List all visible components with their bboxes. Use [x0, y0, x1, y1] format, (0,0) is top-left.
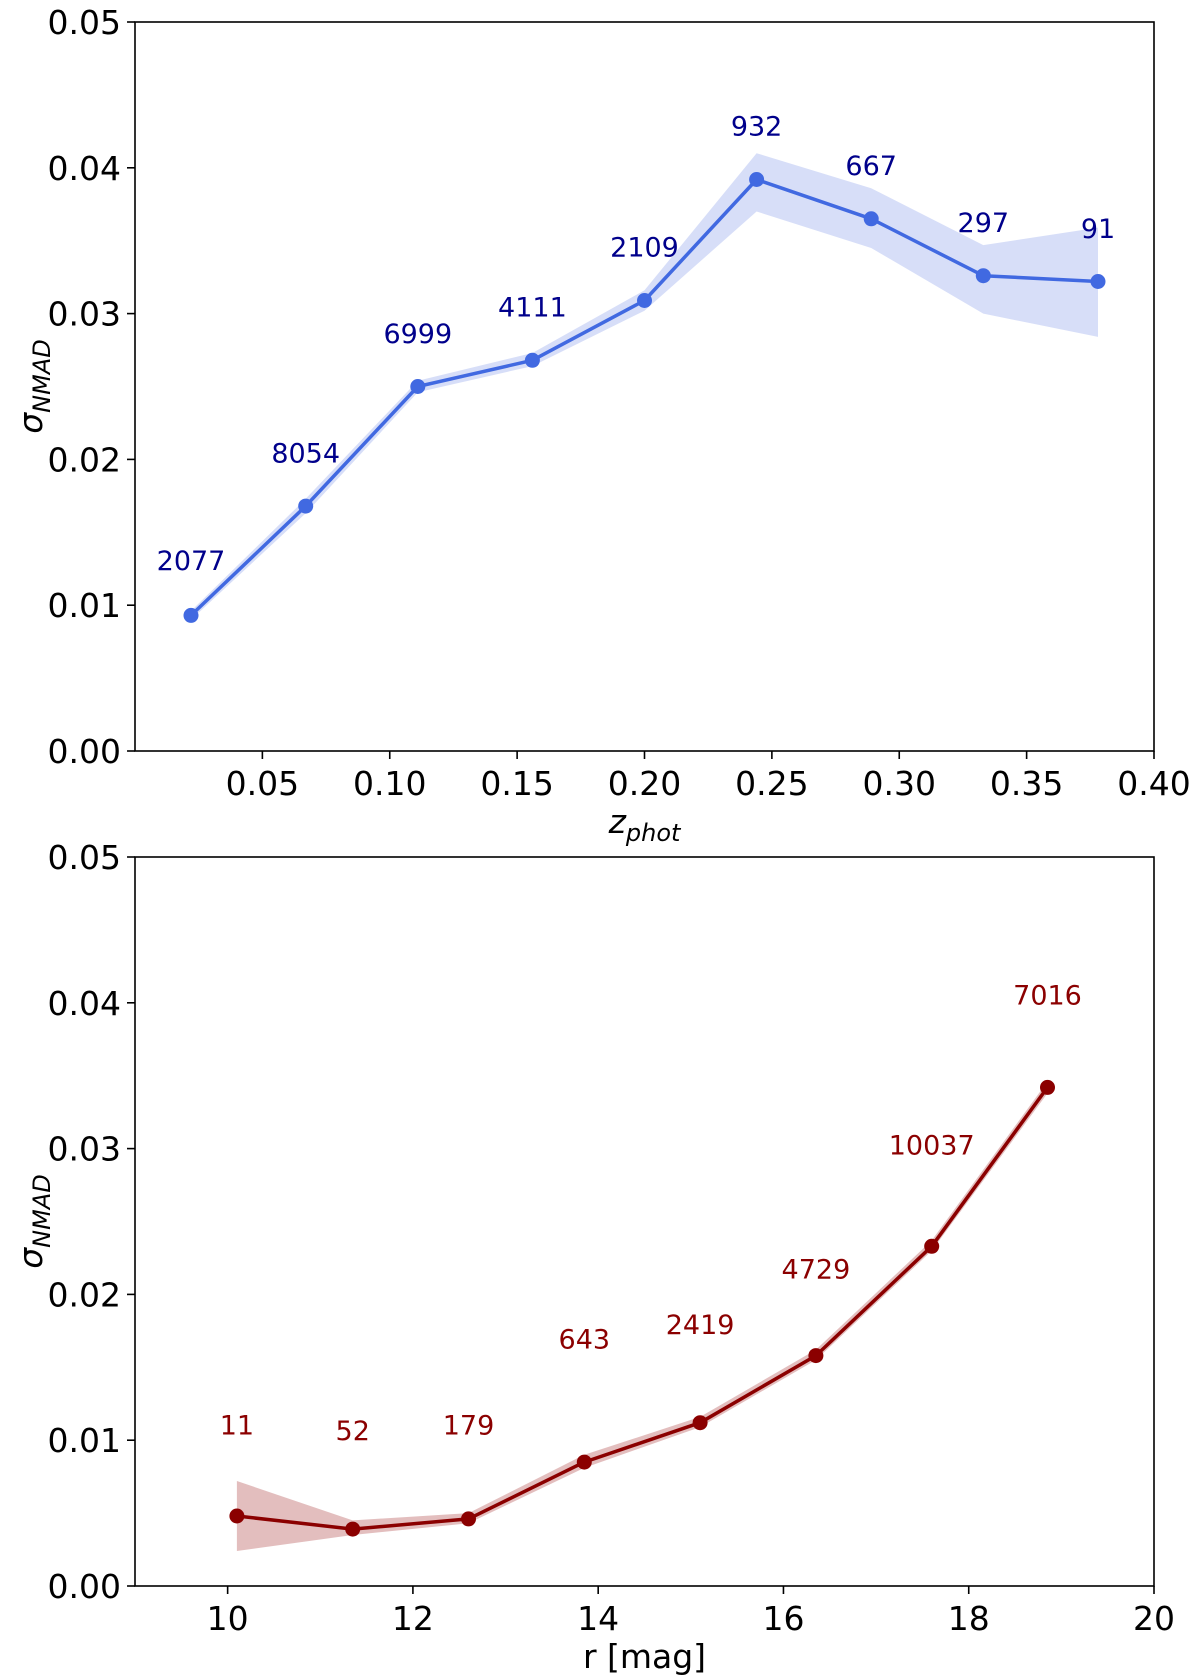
count-label: 643 [559, 1324, 611, 1355]
data-point [298, 498, 314, 514]
data-point [637, 293, 652, 308]
x-tick-label: 20 [1133, 1599, 1175, 1638]
data-point [229, 1508, 245, 1524]
chart-magnitude-vs-sigma: 11 52 179 643 2419 4729 10037 7016 0.00 0.01 0.02 0… [11, 838, 1175, 1676]
count-label: 91 [1081, 214, 1115, 245]
data-point [975, 268, 991, 284]
x-tick-label: 0.05 [226, 764, 299, 803]
data-point [524, 352, 540, 368]
x-tick-label: 0.10 [353, 764, 426, 803]
y-tick-label: 0.04 [48, 984, 121, 1023]
count-label: 2077 [157, 546, 226, 577]
count-label: 179 [443, 1410, 495, 1441]
plot-frame [134, 856, 1155, 1587]
y-axis-label: σNMAD [11, 339, 56, 433]
count-label: 667 [845, 151, 897, 182]
count-label: 932 [731, 112, 783, 143]
data-point [808, 1348, 824, 1364]
y-tick-label: 0.02 [48, 440, 121, 479]
y-tick-label: 0.02 [48, 1275, 121, 1314]
data-point [924, 1238, 940, 1254]
count-label: 10037 [889, 1130, 975, 1161]
y-tick-label: 0.01 [48, 586, 121, 625]
count-label: 8054 [271, 438, 340, 469]
x-tick-label: 0.15 [480, 764, 553, 803]
x-tick-label: 10 [207, 1599, 249, 1638]
x-tick-label: 0.25 [735, 764, 808, 803]
count-label: 4111 [498, 293, 567, 324]
x-tick-label: 14 [577, 1599, 619, 1638]
data-point [461, 1511, 476, 1527]
x-tick-label: 18 [948, 1599, 990, 1638]
count-label: 52 [336, 1416, 370, 1447]
y-tick-label: 0.03 [48, 295, 121, 334]
data-point [183, 607, 199, 623]
count-label: 11 [220, 1410, 254, 1441]
data-point [692, 1415, 708, 1431]
data-point [863, 211, 879, 227]
count-label: 297 [958, 208, 1010, 239]
data-point [576, 1454, 592, 1470]
x-tick-label: 0.20 [608, 764, 681, 803]
count-label: 4729 [782, 1254, 851, 1285]
y-tick-label: 0.04 [48, 149, 121, 188]
y-axis-label: σNMAD [11, 1174, 56, 1268]
x-tick-label: 0.40 [1117, 764, 1190, 803]
x-tick-label: 12 [392, 1599, 434, 1638]
y-tick-label: 0.05 [48, 838, 121, 877]
x-tick-label: 16 [762, 1599, 804, 1638]
y-tick-label: 0.00 [48, 1567, 121, 1606]
data-point [410, 379, 426, 394]
data-point [749, 172, 765, 187]
y-tick-label: 0.01 [48, 1421, 121, 1460]
count-label: 6999 [383, 319, 452, 350]
series-line [236, 1086, 1049, 1531]
y-tick-label: 0.00 [48, 732, 121, 771]
count-label: 2419 [666, 1310, 735, 1341]
x-tick-label: 0.35 [990, 764, 1063, 803]
count-label: 2109 [610, 233, 679, 264]
x-axis-label: r [mag] [583, 1637, 706, 1676]
x-axis-label: zphot [608, 802, 682, 847]
y-tick-label: 0.03 [48, 1130, 121, 1169]
data-point [1040, 1079, 1055, 1095]
x-tick-label: 0.30 [863, 764, 936, 803]
count-label: 7016 [1013, 980, 1082, 1011]
data-point [345, 1521, 361, 1537]
data-point [1090, 274, 1106, 289]
chart-redshift-vs-sigma: 2077 8054 6999 4111 2109 932 667 297 91 0.00 0.01 0… [11, 3, 1191, 847]
y-tick-label: 0.05 [48, 3, 121, 42]
